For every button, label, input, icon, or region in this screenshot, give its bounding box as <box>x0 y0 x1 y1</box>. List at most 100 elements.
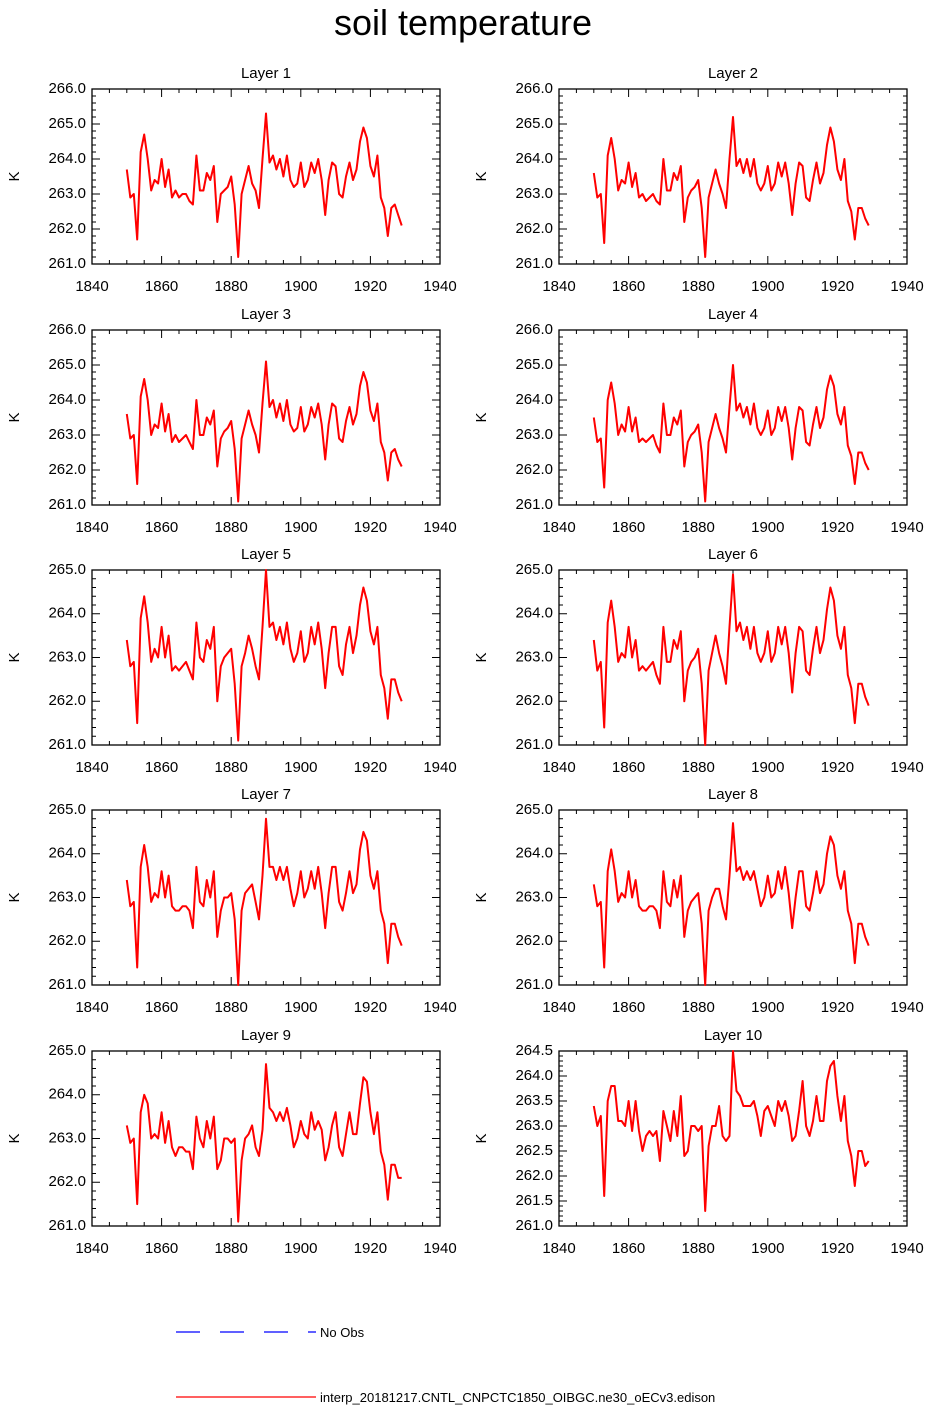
panel-5-title: Layer 5 <box>241 546 291 563</box>
panel-8-xtick-label: 1880 <box>682 999 715 1016</box>
panel-2-xtick-label: 1860 <box>612 278 645 295</box>
panel-2-ytick-label: 261.0 <box>515 255 553 272</box>
panel-2-xtick-label: 1920 <box>821 278 854 295</box>
panel-5-xtick-label: 1840 <box>75 759 108 776</box>
legend-model-line <box>176 1396 316 1398</box>
panel-2-ytick-label: 263.0 <box>515 185 553 202</box>
panel-10-ytick-label: 264.0 <box>515 1067 553 1084</box>
panel-2-xtick-label: 1880 <box>682 278 715 295</box>
panel-6-ytick-label: 265.0 <box>515 561 553 578</box>
panel-1-ytick-label: 265.0 <box>48 115 86 132</box>
panel-7-xtick-label: 1840 <box>75 999 108 1016</box>
panel-1-ytick-label: 266.0 <box>48 80 86 97</box>
panel-9-ytick-label: 262.0 <box>48 1173 86 1190</box>
panel-7-series-line <box>125 817 403 986</box>
panel-7-ytick-label: 265.0 <box>48 801 86 818</box>
panel-2-ytick-label: 266.0 <box>515 80 553 97</box>
panel-6-title: Layer 6 <box>708 546 758 563</box>
panel-9-ylabel: K <box>6 1133 23 1143</box>
panel-9-ytick-label: 265.0 <box>48 1042 86 1059</box>
panel-1-xtick-label: 1900 <box>284 278 317 295</box>
panel-1-xtick-label: 1860 <box>145 278 178 295</box>
panel-4-title: Layer 4 <box>708 306 758 323</box>
panel-3-xtick-label: 1840 <box>75 519 108 536</box>
panel-1-ytick-label: 262.0 <box>48 220 86 237</box>
panel-10-ytick-label: 261.0 <box>515 1217 553 1234</box>
panel-5-series-line <box>125 569 403 742</box>
panel-3-xtick-label: 1860 <box>145 519 178 536</box>
panel-2-ytick-label: 265.0 <box>515 115 553 132</box>
panel-3-ytick-label: 261.0 <box>48 496 86 513</box>
panel-2-xtick-label: 1940 <box>890 278 923 295</box>
panel-3-ytick-label: 263.0 <box>48 426 86 443</box>
panel-4-ytick-label: 263.0 <box>515 426 553 443</box>
panel-9-series-line <box>125 1063 402 1223</box>
panel-1-xtick-label: 1920 <box>354 278 387 295</box>
panel-4-ytick-label: 262.0 <box>515 461 553 478</box>
panel-2-series-line <box>592 116 870 258</box>
panel-3-ytick-label: 262.0 <box>48 461 86 478</box>
panel-7-ytick-label: 263.0 <box>48 888 86 905</box>
panel-7-ytick-label: 264.0 <box>48 845 86 862</box>
panel-3-ytick-label: 264.0 <box>48 391 86 408</box>
panel-2-ytick-label: 262.0 <box>515 220 553 237</box>
panel-10-xtick-label: 1880 <box>682 1240 715 1257</box>
panel-10-xtick-label: 1840 <box>542 1240 575 1257</box>
panel-2-xtick-label: 1840 <box>542 278 575 295</box>
panel-8-ytick-label: 265.0 <box>515 801 553 818</box>
panel-10-title: Layer 10 <box>704 1027 762 1044</box>
panel-10-xtick-label: 1940 <box>890 1240 923 1257</box>
panel-4-ytick-label: 265.0 <box>515 356 553 373</box>
panel-4-xtick-label: 1840 <box>542 519 575 536</box>
panel-1-series-line <box>125 112 403 258</box>
panel-7-xtick-label: 1880 <box>215 999 248 1016</box>
panel-10-xtick-label: 1920 <box>821 1240 854 1257</box>
panel-4-ytick-label: 266.0 <box>515 321 553 338</box>
panel-4-ytick-label: 264.0 <box>515 391 553 408</box>
panel-1-ytick-label: 263.0 <box>48 185 86 202</box>
panel-8-ylabel: K <box>473 892 490 902</box>
panel-1-ylabel: K <box>6 171 23 181</box>
panel-8-ytick-label: 261.0 <box>515 976 553 993</box>
panel-4-xtick-label: 1920 <box>821 519 854 536</box>
panel-5-ytick-label: 261.0 <box>48 736 86 753</box>
panel-1-xtick-label: 1880 <box>215 278 248 295</box>
panel-3-xtick-label: 1920 <box>354 519 387 536</box>
panel-4-ylabel: K <box>473 412 490 422</box>
panel-8-xtick-label: 1840 <box>542 999 575 1016</box>
panel-7-title: Layer 7 <box>241 786 291 803</box>
legend-obs-line <box>176 1331 316 1333</box>
panel-10-ytick-label: 261.5 <box>515 1192 553 1209</box>
panel-5-ytick-label: 263.0 <box>48 648 86 665</box>
panel-4-series-line <box>592 364 870 503</box>
panel-9-xtick-label: 1840 <box>75 1240 108 1257</box>
panel-4-xtick-label: 1880 <box>682 519 715 536</box>
panel-3-ytick-label: 266.0 <box>48 321 86 338</box>
panel-7-ytick-label: 261.0 <box>48 976 86 993</box>
panel-6-xtick-label: 1900 <box>751 759 784 776</box>
panel-3-ytick-label: 265.0 <box>48 356 86 373</box>
panel-5-ylabel: K <box>6 652 23 662</box>
panel-8-series-line <box>592 822 870 986</box>
panel-1-ytick-label: 261.0 <box>48 255 86 272</box>
panel-10-frame <box>558 1050 908 1227</box>
panel-10-series-line <box>592 1050 870 1212</box>
panel-2-xtick-label: 1900 <box>751 278 784 295</box>
panel-9-ytick-label: 264.0 <box>48 1086 86 1103</box>
panel-7-xtick-label: 1940 <box>423 999 456 1016</box>
panel-6-xtick-label: 1920 <box>821 759 854 776</box>
panel-5-xtick-label: 1860 <box>145 759 178 776</box>
chart-main-title: soil temperature <box>333 2 593 43</box>
panel-9-xtick-label: 1880 <box>215 1240 248 1257</box>
panel-5-ytick-label: 262.0 <box>48 692 86 709</box>
panel-6-ytick-label: 264.0 <box>515 605 553 622</box>
panel-3-ylabel: K <box>6 412 23 422</box>
panel-9-xtick-label: 1900 <box>284 1240 317 1257</box>
panel-2-ytick-label: 264.0 <box>515 150 553 167</box>
panel-8-xtick-label: 1860 <box>612 999 645 1016</box>
panel-7-xtick-label: 1860 <box>145 999 178 1016</box>
panel-3-xtick-label: 1940 <box>423 519 456 536</box>
panel-9-title: Layer 9 <box>241 1027 291 1044</box>
panel-2-title: Layer 2 <box>708 65 758 82</box>
panel-1-xtick-label: 1840 <box>75 278 108 295</box>
